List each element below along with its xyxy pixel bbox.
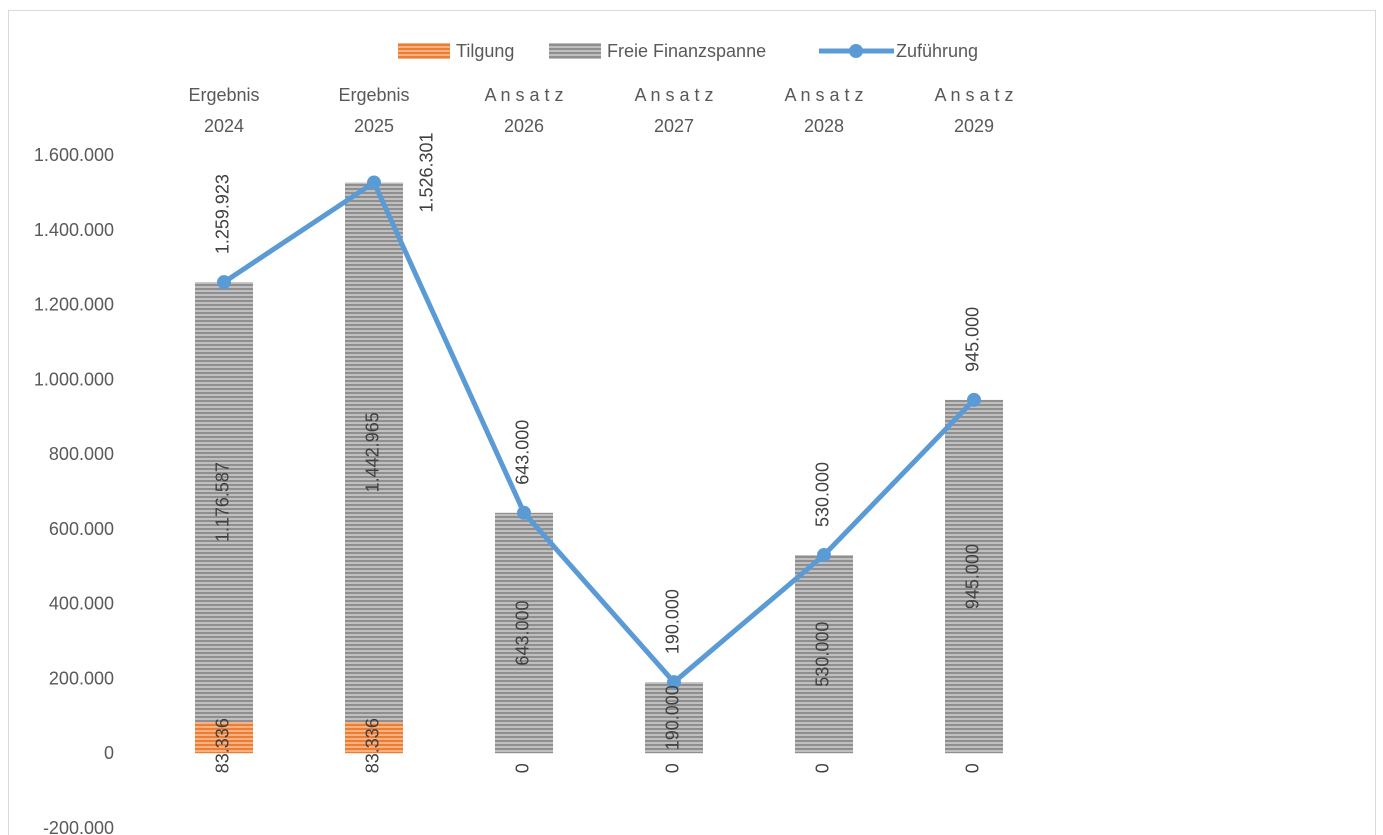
y-axis: 1.600.000 1.400.000 1.200.000 1.000.000 800.… (34, 145, 114, 835)
category-label: 2029 (954, 116, 994, 136)
category-label: Ergebnis (338, 85, 409, 105)
y-tick-label: 1.600.000 (34, 145, 114, 165)
bar-freie-finanzspanne (645, 682, 703, 754)
label-zufuehrung: 945.000 (963, 307, 983, 372)
y-tick-label: 1.200.000 (34, 295, 114, 315)
chart-frame (8, 10, 1376, 835)
label-zufuehrung: 530.000 (813, 462, 833, 527)
label-freie-finanzspanne: 190.000 (663, 685, 683, 750)
legend-marker-zufuehrung (849, 44, 863, 58)
y-tick-label: 800.000 (49, 444, 114, 464)
label-tilgung: 0 (513, 763, 533, 773)
zufuehrung-point (217, 275, 231, 290)
label-freie-finanzspanne: 643.000 (513, 600, 533, 665)
data-labels: 83.336 1.176.587 1.259.923 83.336 1.442.965 1… (213, 132, 983, 773)
bar-freie-finanzspanne (795, 555, 853, 754)
y-tick-label: 1.400.000 (34, 220, 114, 240)
y-tick-label: 0 (104, 743, 114, 763)
category-label: A n s a t z (784, 85, 863, 105)
label-zufuehrung: 1.259.923 (213, 174, 233, 254)
legend: Tilgung Freie Finanzspanne Zuführung (398, 41, 978, 61)
label-tilgung: 83.336 (363, 718, 383, 773)
label-freie-finanzspanne: 1.176.587 (213, 462, 233, 542)
zufuehrung-point (667, 675, 681, 690)
category-label: A n s a t z (634, 85, 713, 105)
category-label: 2028 (804, 116, 844, 136)
category-label: A n s a t z (484, 85, 563, 105)
bars (195, 182, 1003, 754)
category-labels: Ergebnis 2024 Ergebnis 2025 A n s a t z 2026 A… (188, 85, 1013, 136)
bar-freie-finanzspanne (195, 282, 253, 723)
zufuehrung-line-path (222, 180, 976, 685)
label-zufuehrung: 190.000 (663, 589, 683, 654)
y-tick-label: -200.000 (43, 818, 114, 835)
legend-label-zufuehrung: Zuführung (896, 41, 978, 61)
zufuehrung-line (217, 175, 981, 690)
category-label: 2024 (204, 116, 244, 136)
zufuehrung-point (517, 505, 531, 520)
bar-tilgung (345, 722, 403, 754)
category-label: 2026 (504, 116, 544, 136)
category-label: Ergebnis (188, 85, 259, 105)
category-label: 2027 (654, 116, 694, 136)
label-zufuehrung: 1.526.301 (417, 132, 437, 212)
label-freie-finanzspanne: 945.000 (963, 544, 983, 609)
label-tilgung: 0 (963, 763, 983, 773)
y-tick-label: 400.000 (49, 594, 114, 614)
zufuehrung-point (817, 548, 831, 563)
label-tilgung: 0 (663, 763, 683, 773)
label-freie-finanzspanne: 530.000 (813, 622, 833, 687)
y-tick-label: 600.000 (49, 519, 114, 539)
label-freie-finanzspanne: 1.442.965 (363, 412, 383, 492)
category-label: 2025 (354, 116, 394, 136)
legend-swatch-freie-finanzspanne (549, 43, 601, 59)
zufuehrung-point (367, 175, 381, 190)
label-zufuehrung: 643.000 (513, 420, 533, 485)
y-tick-label: 200.000 (49, 668, 114, 688)
bar-freie-finanzspanne (495, 512, 553, 754)
category-label: A n s a t z (934, 85, 1013, 105)
zufuehrung-point (967, 392, 981, 407)
legend-label-freie-finanzspanne: Freie Finanzspanne (607, 41, 766, 61)
y-tick-label: 1.000.000 (34, 369, 114, 389)
legend-label-tilgung: Tilgung (456, 41, 514, 61)
bar-tilgung (195, 722, 253, 754)
label-tilgung: 0 (813, 763, 833, 773)
bar-freie-finanzspanne (345, 182, 403, 723)
legend-swatch-tilgung (398, 43, 450, 59)
label-tilgung: 83.336 (213, 718, 233, 773)
bar-freie-finanzspanne (945, 399, 1003, 754)
